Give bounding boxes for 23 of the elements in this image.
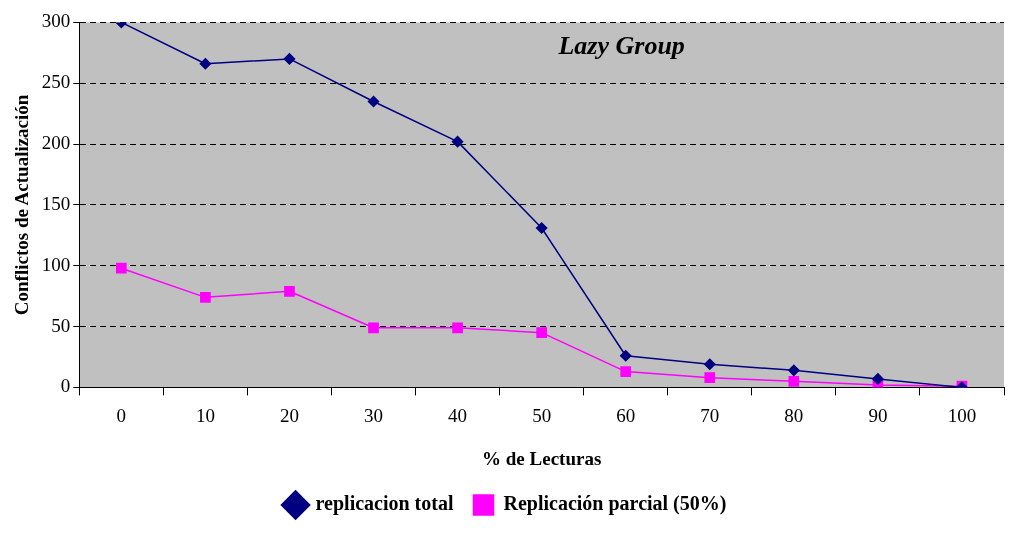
- x-axis-title: % de Lecturas: [482, 447, 602, 469]
- y-tick-label: 150: [41, 192, 71, 214]
- x-tick-label: 0: [116, 404, 127, 426]
- y-tick-label: 250: [41, 71, 71, 93]
- x-tick-label: 70: [700, 404, 720, 426]
- legend-label: Replicación parcial (50%): [503, 492, 727, 516]
- x-tick-label: 80: [784, 404, 804, 426]
- x-tick-label: 40: [448, 404, 468, 426]
- y-tick-label: 200: [41, 132, 71, 154]
- legend-label: replicacion total: [315, 492, 454, 516]
- x-tick-label: 100: [947, 404, 977, 426]
- x-tick-label: 10: [195, 404, 215, 426]
- y-tick-label: 50: [51, 314, 71, 336]
- y-tick-label: 100: [41, 253, 71, 275]
- x-tick-label: 50: [532, 404, 552, 426]
- y-tick-label: 0: [60, 375, 71, 397]
- x-tick-label: 90: [868, 404, 888, 426]
- x-tick-label: 20: [279, 404, 299, 426]
- x-tick-label: 60: [616, 404, 636, 426]
- x-tick-label: 30: [364, 404, 384, 426]
- chart-title: Lazy Group: [557, 31, 685, 61]
- y-axis-title: Conflictos de Actualización: [11, 94, 33, 316]
- y-tick-label: 300: [41, 10, 71, 32]
